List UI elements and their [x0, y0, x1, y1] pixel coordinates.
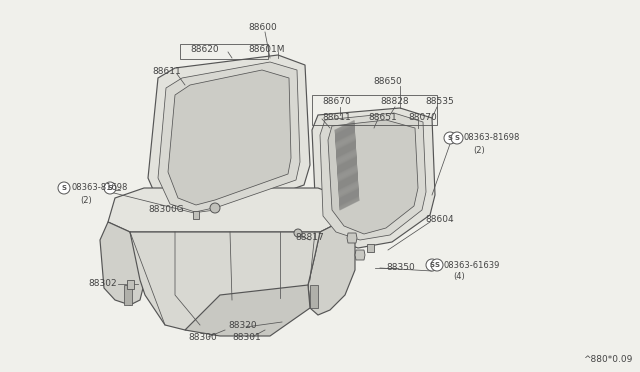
Polygon shape [347, 233, 357, 243]
Text: 88620: 88620 [190, 45, 219, 55]
Text: S: S [454, 135, 460, 141]
Polygon shape [124, 285, 132, 305]
Circle shape [104, 182, 116, 194]
Polygon shape [355, 250, 365, 260]
Polygon shape [158, 62, 300, 212]
Text: 88302: 88302 [88, 279, 116, 288]
Polygon shape [312, 108, 435, 248]
Polygon shape [108, 188, 348, 232]
Text: 88600: 88600 [248, 23, 276, 32]
Polygon shape [148, 55, 310, 220]
Text: S: S [429, 262, 435, 268]
Text: 88350: 88350 [386, 263, 415, 273]
Polygon shape [130, 232, 320, 330]
Text: 88817: 88817 [295, 234, 324, 243]
Circle shape [426, 259, 438, 271]
Text: 88611: 88611 [322, 112, 351, 122]
Text: 88320: 88320 [228, 321, 257, 330]
Circle shape [451, 132, 463, 144]
Text: (4): (4) [453, 273, 465, 282]
Text: (2): (2) [473, 145, 484, 154]
Polygon shape [320, 113, 426, 240]
Text: 08363-81698: 08363-81698 [464, 134, 520, 142]
Text: 08363-61639: 08363-61639 [444, 260, 500, 269]
Polygon shape [328, 120, 418, 234]
Bar [127, 280, 134, 289]
Bar [180, 44, 268, 59]
Text: S: S [108, 185, 113, 191]
Bar [312, 95, 437, 125]
Circle shape [444, 132, 456, 144]
Text: 88670: 88670 [322, 96, 351, 106]
Text: S: S [61, 185, 67, 191]
Circle shape [294, 229, 302, 237]
Text: 88535: 88535 [425, 96, 454, 106]
Text: ^880*0.09: ^880*0.09 [582, 355, 632, 364]
Polygon shape [308, 218, 355, 315]
Text: (2): (2) [80, 196, 92, 205]
Text: 88301: 88301 [232, 333, 260, 341]
Text: 08363-81698: 08363-81698 [71, 183, 127, 192]
Text: 88651: 88651 [368, 112, 397, 122]
Text: 88828: 88828 [380, 96, 408, 106]
Polygon shape [168, 70, 291, 205]
Text: 88604: 88604 [425, 215, 454, 224]
Text: 88070: 88070 [408, 112, 436, 122]
Text: 88650: 88650 [373, 77, 402, 87]
Circle shape [58, 182, 70, 194]
Polygon shape [310, 285, 318, 308]
Circle shape [210, 203, 220, 213]
Text: S: S [435, 262, 440, 268]
Text: 88611: 88611 [152, 67, 180, 77]
Bar [367, 244, 374, 252]
Bar [193, 211, 199, 219]
Text: S: S [447, 135, 452, 141]
Circle shape [431, 259, 443, 271]
Text: 88300G: 88300G [148, 205, 184, 215]
Text: 88300: 88300 [188, 333, 217, 341]
Text: 88601M: 88601M [248, 45, 285, 55]
Polygon shape [100, 222, 145, 305]
Polygon shape [185, 285, 310, 336]
